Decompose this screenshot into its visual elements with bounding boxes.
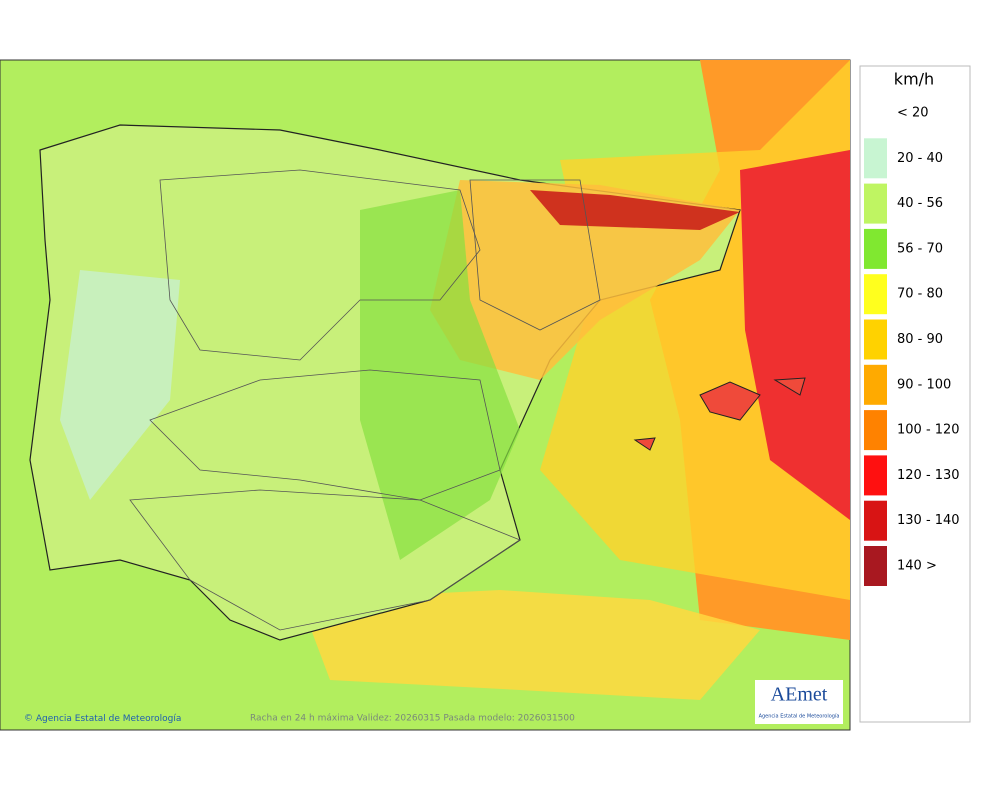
legend-swatch	[864, 410, 887, 451]
legend-label: 80 - 90	[897, 332, 943, 347]
wind-zone	[530, 190, 740, 230]
legend-swatch	[864, 455, 887, 496]
legend-label: 20 - 40	[897, 151, 943, 166]
legend-swatch	[864, 364, 887, 405]
logo-subtitle: Agencia Estatal de Meteorología	[759, 713, 840, 720]
legend-swatch	[864, 319, 887, 360]
legend-label: 90 - 100	[897, 377, 951, 392]
logo-text: AEmet	[771, 684, 828, 706]
calm-zone	[60, 270, 180, 500]
wind-zone	[300, 590, 760, 700]
legend-label: 100 - 120	[897, 423, 960, 438]
logo-box	[755, 680, 843, 724]
islands	[633, 377, 806, 451]
credit-text: Agencia Estatal de Meteorología	[36, 714, 182, 724]
caption: Racha en 24 h máxima Validez: 20260315 P…	[250, 714, 575, 724]
legend-swatch	[864, 138, 887, 179]
legend-label: 40 - 56	[897, 196, 943, 211]
legend-title: km/h	[894, 70, 934, 89]
borders	[129, 169, 601, 631]
legend-swatch	[864, 546, 887, 586]
legend-swatch	[864, 183, 887, 224]
map	[0, 59, 851, 731]
legend-swatch	[864, 274, 887, 315]
legend-label: 70 - 80	[897, 287, 943, 302]
credit: © Agencia Estatal de Meteorología	[24, 714, 181, 724]
legend-label: 120 - 130	[897, 468, 960, 483]
legend-label: 130 - 140	[897, 513, 960, 528]
legend-label: 56 - 70	[897, 241, 943, 256]
legend-swatch	[864, 500, 887, 541]
wind-zone	[360, 190, 520, 560]
legend-label: 140 >	[897, 559, 937, 574]
legend-swatch	[864, 228, 887, 269]
wind-zone	[740, 150, 850, 520]
legend-label: < 20	[897, 106, 929, 121]
wind-zone	[430, 180, 740, 380]
